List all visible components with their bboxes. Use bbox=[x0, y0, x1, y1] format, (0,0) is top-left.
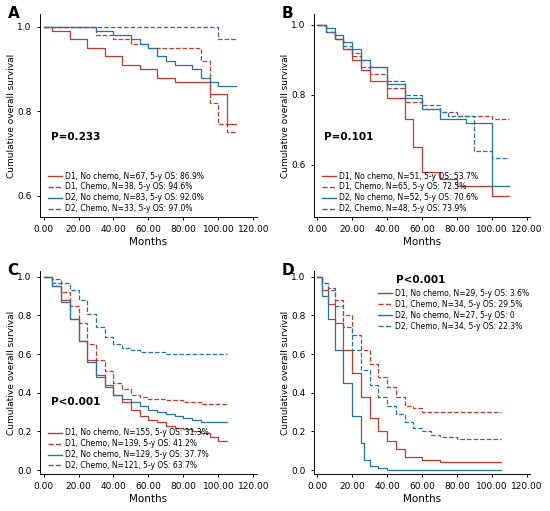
Text: P=0.233: P=0.233 bbox=[51, 132, 100, 142]
Legend: D1, No chemo, N=155, 5-y OS: 31.3%, D1, Chemo, N=139, 5-y OS: 41.2%, D2, No chem: D1, No chemo, N=155, 5-y OS: 31.3%, D1, … bbox=[48, 428, 209, 470]
Text: D: D bbox=[281, 263, 294, 278]
Legend: D1, No chemo, N=51, 5-y OS: 53.7%, D1, Chemo, N=65, 5-y OS: 72.5%, D2, No chemo,: D1, No chemo, N=51, 5-y OS: 53.7%, D1, C… bbox=[322, 172, 477, 213]
X-axis label: Months: Months bbox=[129, 237, 168, 247]
Text: P=0.101: P=0.101 bbox=[324, 132, 374, 142]
Y-axis label: Cumulative overall survival: Cumulative overall survival bbox=[7, 54, 16, 178]
X-axis label: Months: Months bbox=[403, 494, 441, 504]
Y-axis label: Cumulative overall survival: Cumulative overall survival bbox=[280, 54, 289, 178]
Text: P<0.001: P<0.001 bbox=[396, 275, 446, 285]
Y-axis label: Cumulative overall survival: Cumulative overall survival bbox=[280, 310, 289, 434]
Legend: D1, No chemo, N=67, 5-y OS: 86.9%, D1, Chemo, N=38, 5-y OS: 94.6%, D2, No chemo,: D1, No chemo, N=67, 5-y OS: 86.9%, D1, C… bbox=[48, 172, 204, 213]
Text: B: B bbox=[281, 6, 293, 21]
X-axis label: Months: Months bbox=[403, 237, 441, 247]
Text: A: A bbox=[8, 6, 19, 21]
Legend: D1, No chemo, N=29, 5-y OS: 3.6%, D1, Chemo, N=34, 5-y OS: 29.5%, D2, No chemo, : D1, No chemo, N=29, 5-y OS: 3.6%, D1, Ch… bbox=[378, 289, 529, 331]
Text: C: C bbox=[8, 263, 19, 278]
Y-axis label: Cumulative overall survival: Cumulative overall survival bbox=[7, 310, 16, 434]
X-axis label: Months: Months bbox=[129, 494, 168, 504]
Text: P<0.001: P<0.001 bbox=[51, 397, 100, 407]
